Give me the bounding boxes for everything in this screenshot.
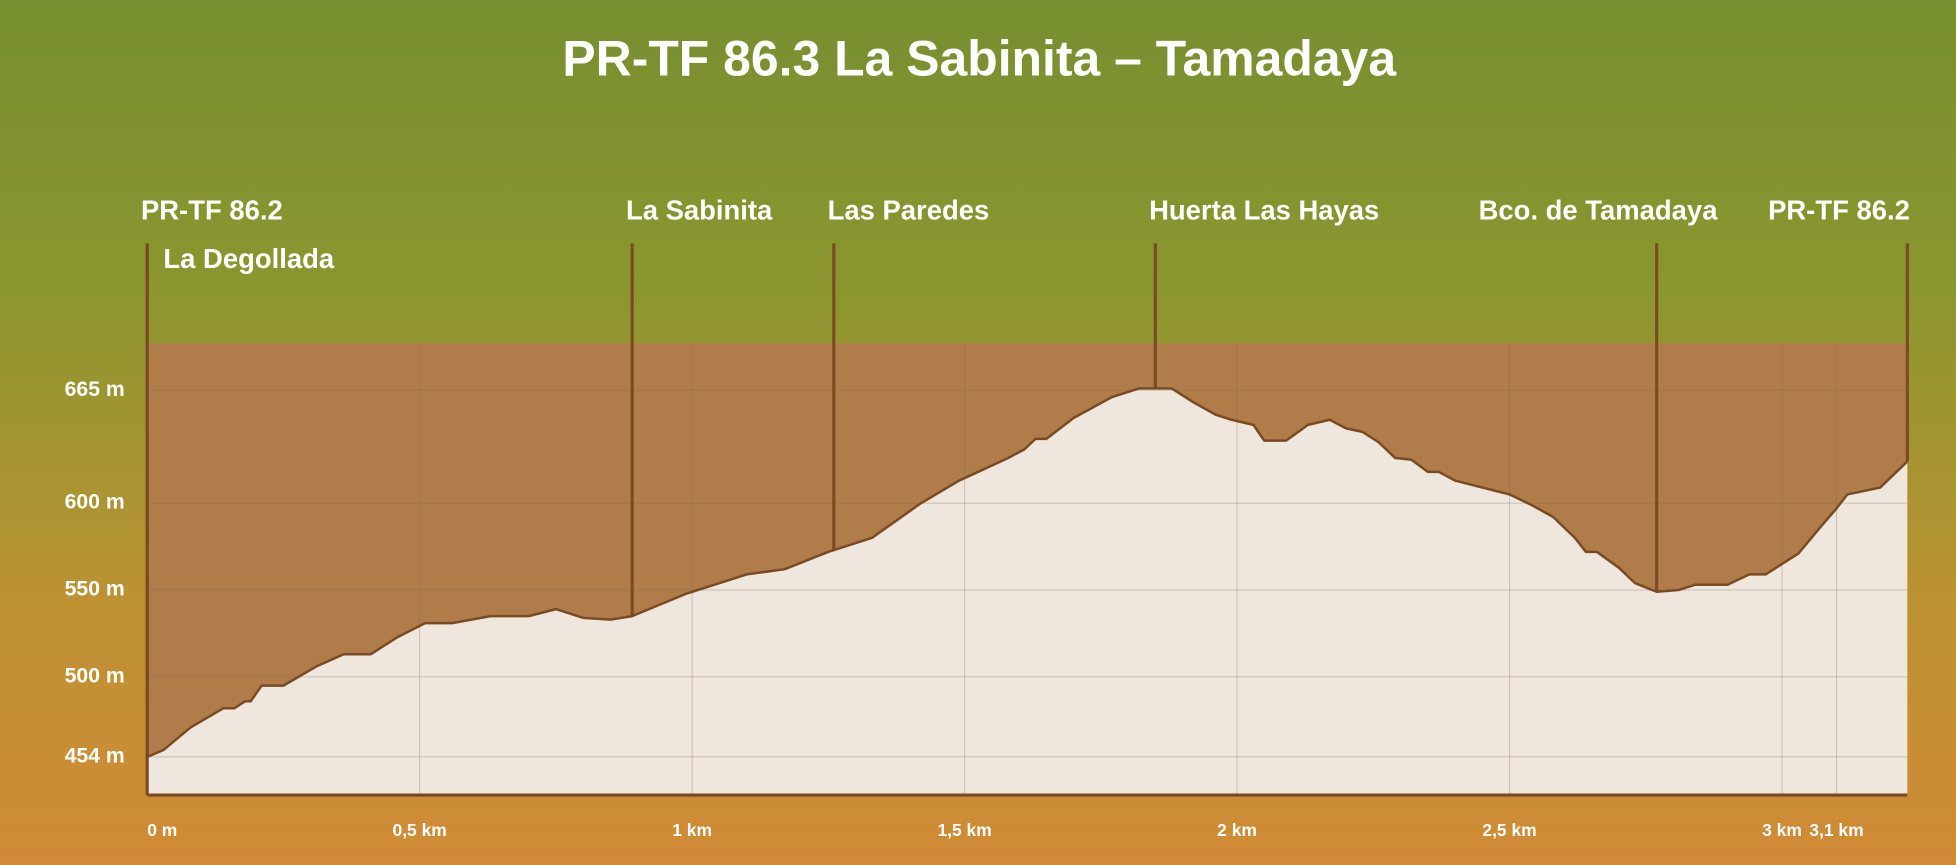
waypoint-label: Huerta Las Hayas — [1149, 194, 1379, 225]
elevation-line — [146, 387, 1909, 759]
x-tick-label: 1 km — [672, 820, 712, 840]
y-tick-label: 600 m — [65, 491, 125, 514]
y-tick-label: 665 m — [65, 378, 125, 401]
x-tick-label: 0 m — [147, 820, 177, 840]
waypoint-label: Bco. de Tamadaya — [1479, 194, 1719, 225]
x-tick-label: 3 km — [1762, 820, 1802, 840]
y-tick-label: 500 m — [65, 665, 125, 688]
x-tick-label: 3,1 km — [1809, 820, 1863, 840]
waypoint-label: Las Paredes — [828, 194, 990, 225]
chart-title: PR-TF 86.3 La Sabinita – Tamadaya — [562, 31, 1397, 87]
elevation-area — [147, 388, 1908, 796]
waypoint-label: La Sabinita — [626, 194, 773, 225]
x-tick-label: 2,5 km — [1482, 820, 1536, 840]
x-tick-label: 2 km — [1217, 820, 1257, 840]
x-tick-label: 1,5 km — [937, 820, 991, 840]
waypoint-label: PR-TF 86.2 — [1768, 194, 1910, 225]
waypoint-label: PR-TF 86.2 — [141, 194, 283, 225]
y-tick-label: 454 m — [65, 744, 125, 767]
waypoint-sublabel: La Degollada — [163, 243, 334, 274]
y-tick-label: 550 m — [65, 578, 125, 601]
x-tick-label: 0,5 km — [393, 820, 447, 840]
